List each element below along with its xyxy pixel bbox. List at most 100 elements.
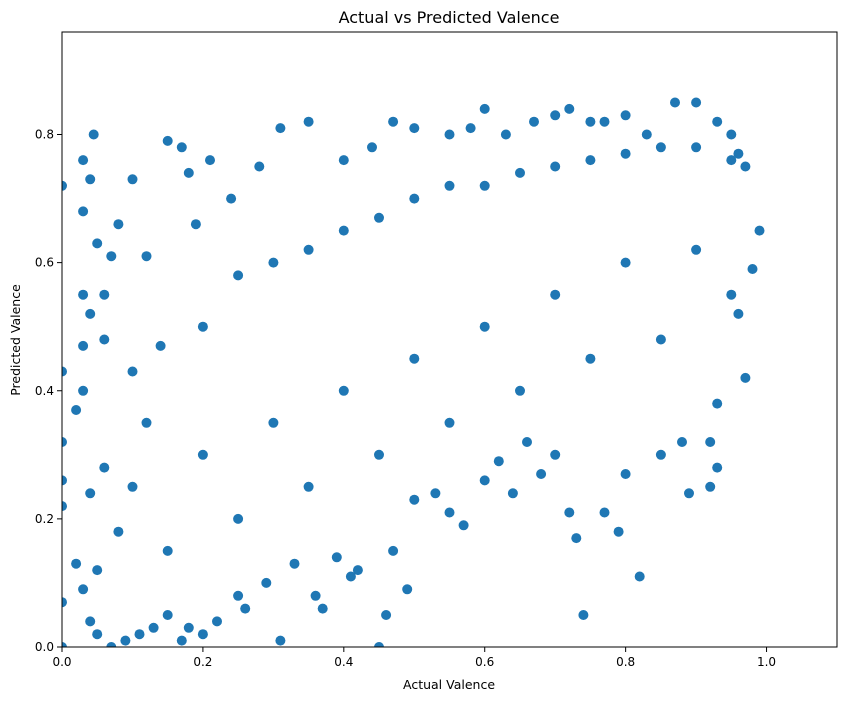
scatter-point <box>303 244 314 255</box>
scatter-point <box>162 135 173 146</box>
scatter-point <box>515 167 525 178</box>
x-tick-label: 0.2 <box>193 655 212 669</box>
y-tick-label: 0.6 <box>35 256 54 270</box>
scatter-point <box>599 507 610 518</box>
scatter-point <box>705 437 716 447</box>
scatter-point <box>550 110 561 121</box>
scatter-point <box>620 148 631 159</box>
scatter-point <box>197 321 208 332</box>
scatter-point <box>388 116 399 127</box>
scatter-point <box>261 577 272 588</box>
scatter-point <box>726 129 737 140</box>
scatter-point <box>85 616 96 627</box>
x-axis: 0.0 0.2 0.4 0.6 0.8 1.0 <box>52 647 776 669</box>
scatter-point <box>515 385 525 396</box>
scatter-point <box>275 123 286 134</box>
scatter-point <box>444 507 455 518</box>
scatter-point <box>317 603 328 614</box>
scatter-point <box>493 456 504 467</box>
scatter-point <box>78 289 89 300</box>
x-tick-label: 0.8 <box>616 655 635 669</box>
scatter-point <box>620 257 631 268</box>
scatter-point <box>599 116 610 127</box>
scatter-point <box>254 161 265 172</box>
scatter-point <box>205 155 215 166</box>
scatter-point <box>585 353 596 364</box>
scatter-point <box>381 610 392 620</box>
scatter-point <box>78 385 89 396</box>
scatter-point <box>338 155 349 166</box>
scatter-point <box>374 212 384 223</box>
scatter-point <box>162 545 173 556</box>
scatter-point <box>691 142 702 153</box>
scatter-point <box>303 116 314 127</box>
scatter-point <box>620 469 631 479</box>
scatter-point <box>479 180 490 191</box>
scatter-point <box>691 244 702 255</box>
scatter-point <box>176 142 187 153</box>
scatter-point <box>85 174 96 185</box>
scatter-point <box>338 225 349 236</box>
scatter-point <box>62 642 67 647</box>
scatter-point <box>310 590 321 601</box>
scatter-point <box>62 501 67 512</box>
scatter-point <box>374 642 384 647</box>
scatter-point <box>212 616 222 627</box>
scatter-point <box>634 571 645 582</box>
scatter-point <box>613 526 624 537</box>
scatter-point <box>670 97 680 108</box>
y-tick-label: 0.2 <box>35 512 54 526</box>
scatter-point <box>197 449 208 460</box>
scatter-point <box>705 481 716 492</box>
scatter-point <box>550 289 561 300</box>
scatter-point <box>92 238 103 249</box>
scatter-point <box>367 142 377 153</box>
scatter-point <box>655 142 666 153</box>
scatter-point <box>183 622 194 633</box>
scatter-point <box>522 437 532 447</box>
scatter-point <box>585 155 596 166</box>
y-axis-label: Predicted Valence <box>8 284 23 396</box>
scatter-point <box>388 545 399 556</box>
scatter-point <box>338 385 349 396</box>
scatter-point <box>226 193 237 204</box>
scatter-point <box>240 603 251 614</box>
scatter-point <box>127 366 138 377</box>
scatter-point <box>352 565 363 576</box>
scatter-point <box>409 193 420 204</box>
scatter-point <box>275 635 286 646</box>
scatter-point <box>62 180 67 191</box>
scatter-point <box>620 110 631 121</box>
scatter-point <box>141 417 152 428</box>
scatter-point <box>754 225 765 236</box>
x-tick-label: 0.4 <box>334 655 353 669</box>
scatter-point <box>444 129 455 140</box>
scatter-point <box>127 174 138 185</box>
scatter-point <box>712 116 723 127</box>
scatter-point <box>733 148 744 159</box>
scatter-point <box>479 475 490 486</box>
scatter-point <box>99 334 110 345</box>
scatter-point <box>162 610 173 620</box>
scatter-point <box>733 308 744 319</box>
scatter-point <box>176 635 187 646</box>
x-axis-label: Actual Valence <box>403 677 495 692</box>
scatter-point <box>289 558 300 569</box>
scatter-point <box>78 155 89 166</box>
scatter-point <box>85 488 96 499</box>
y-axis: 0.0 0.2 0.4 0.6 0.8 <box>35 128 62 654</box>
scatter-point <box>712 398 723 409</box>
scatter-point <box>120 635 131 646</box>
scatter-point <box>740 372 751 383</box>
scatter-point <box>113 219 124 230</box>
scatter-point <box>78 584 89 595</box>
scatter-point <box>233 590 244 601</box>
scatter-point <box>571 533 582 544</box>
scatter-point <box>233 270 244 281</box>
points-layer <box>62 97 765 647</box>
scatter-point <box>402 584 413 595</box>
scatter-point <box>500 129 511 140</box>
scatter-point <box>655 334 666 345</box>
scatter-point <box>127 481 138 492</box>
scatter-point <box>585 116 596 127</box>
